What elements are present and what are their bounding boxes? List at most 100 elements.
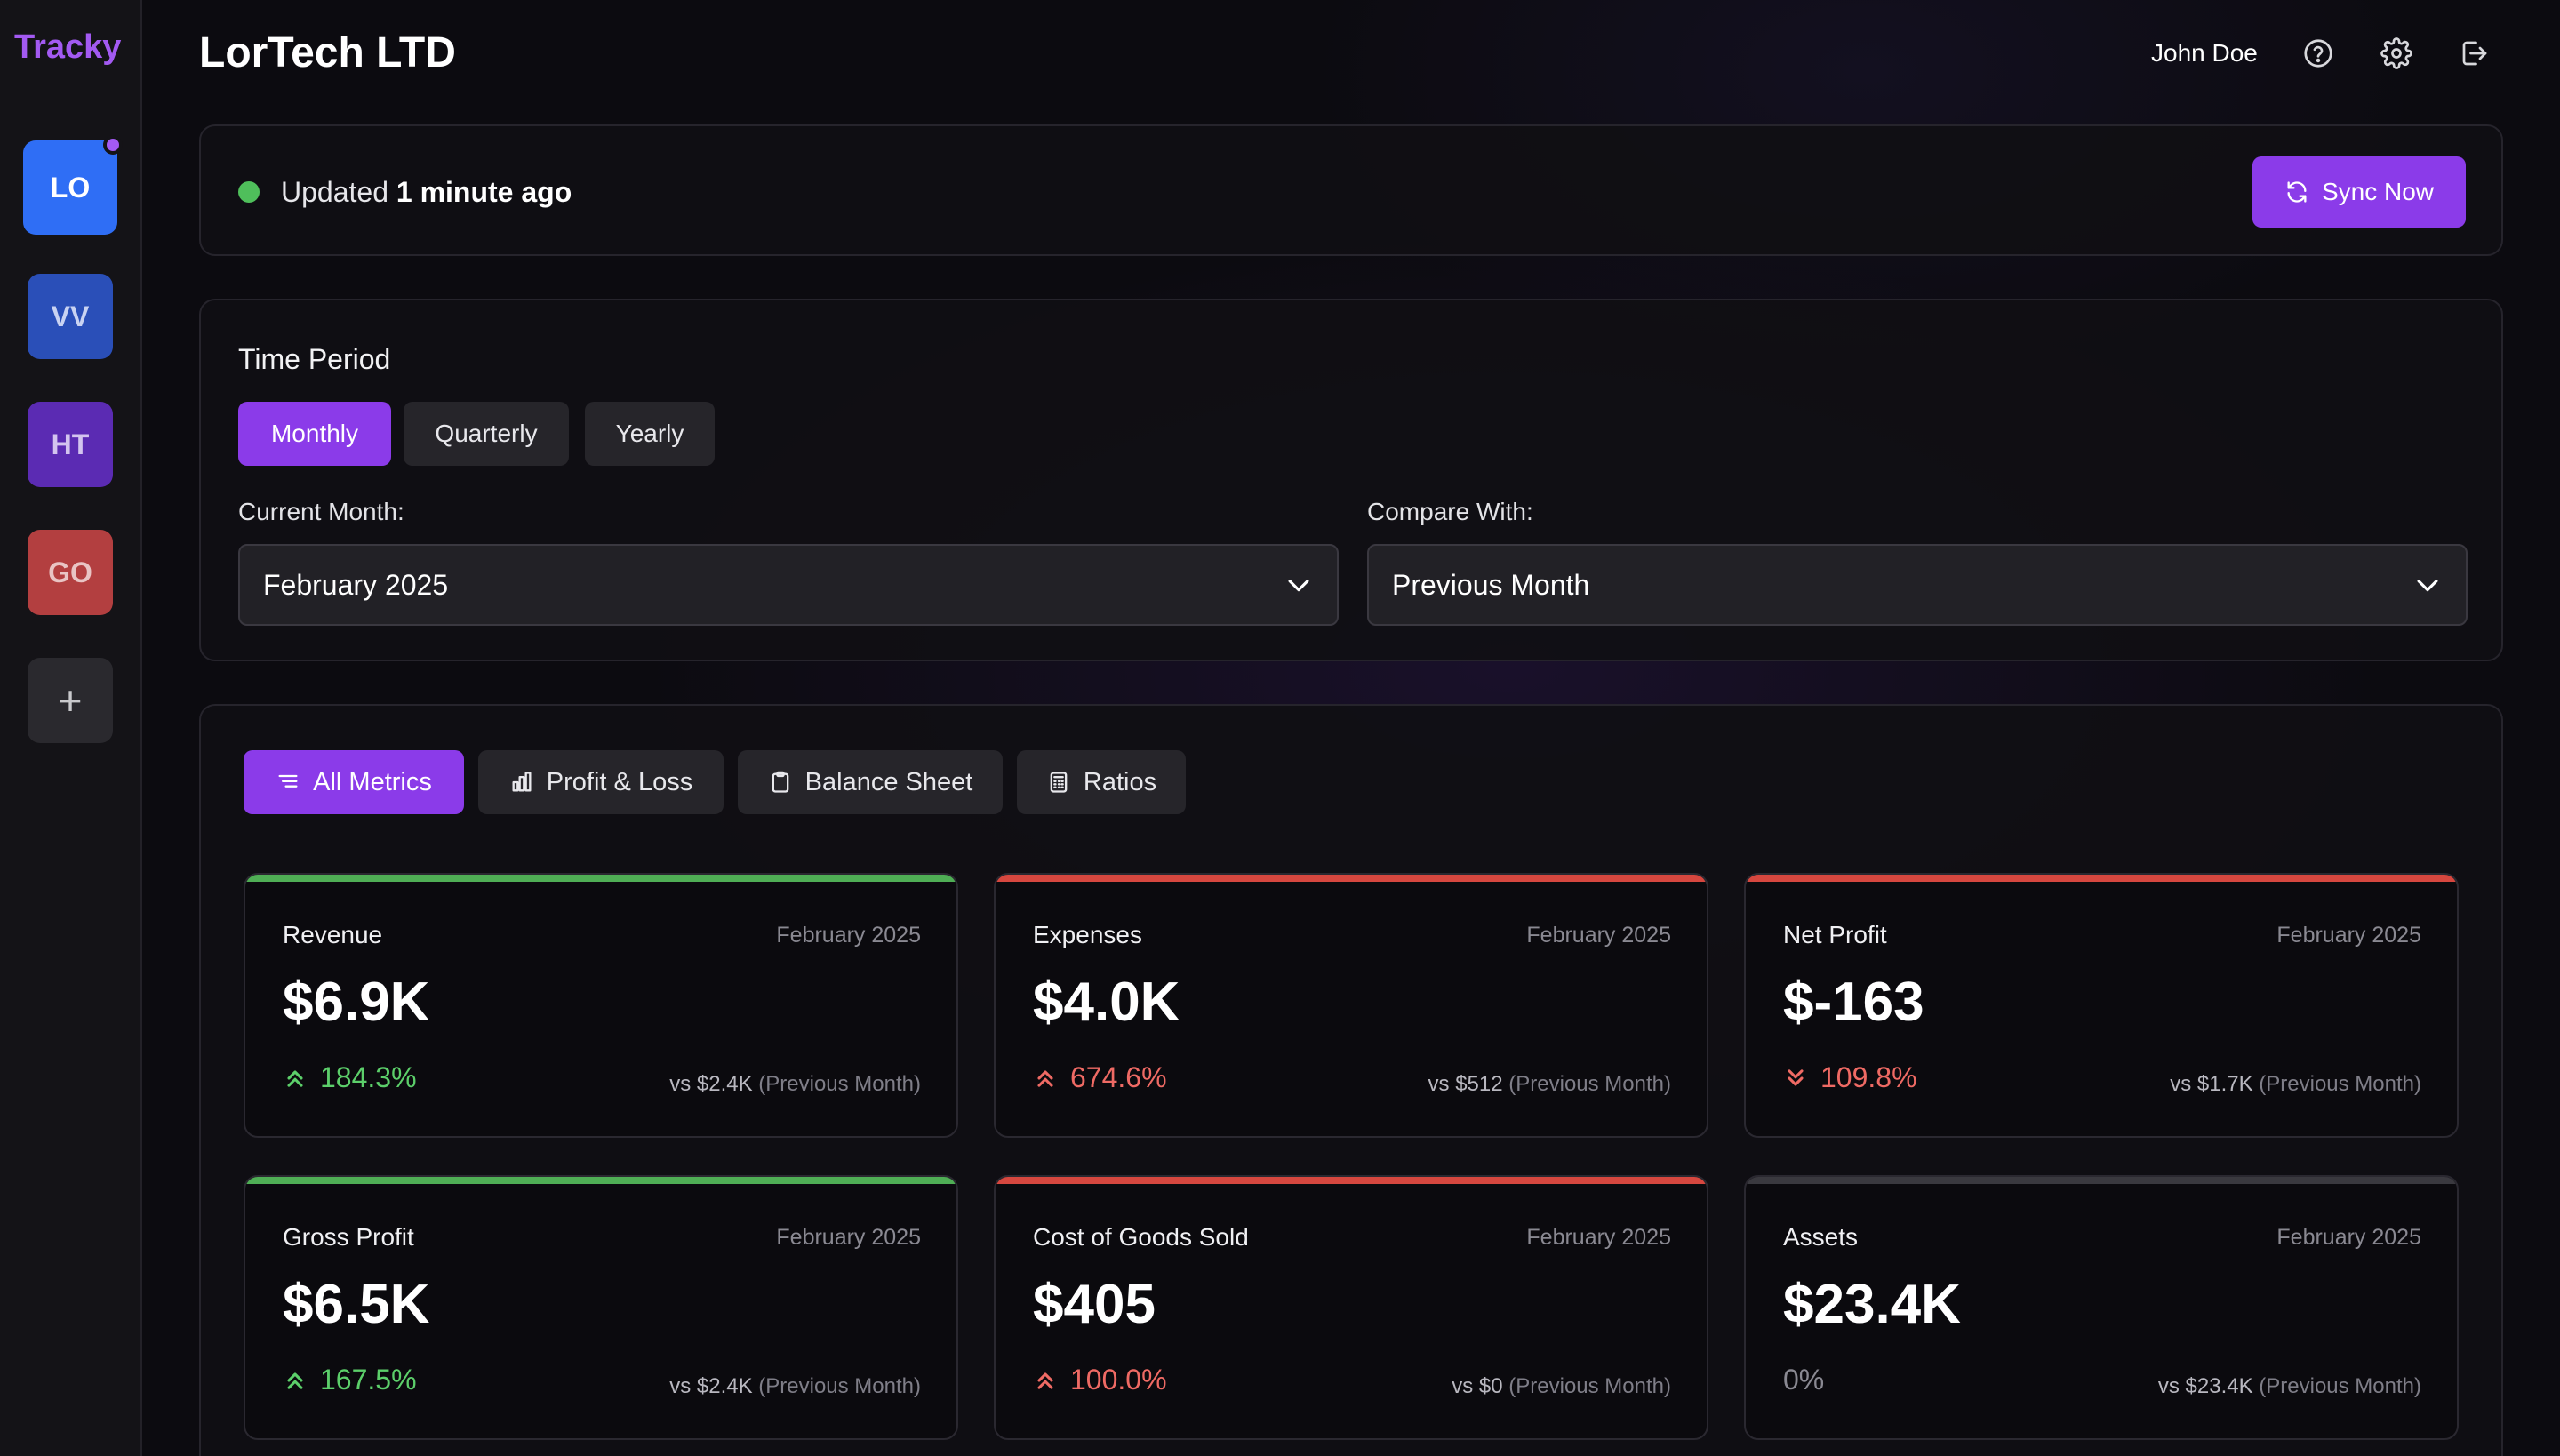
card-vs-note: (Previous Month) xyxy=(758,1374,921,1398)
card-change: 674.6% xyxy=(1033,1061,1167,1094)
workspace-initials: LO xyxy=(50,171,91,204)
card-value: $6.9K xyxy=(283,972,430,1033)
workspace-vv[interactable]: VV xyxy=(28,274,113,359)
workspace-ht[interactable]: HT xyxy=(28,402,113,487)
tab-balance-sheet[interactable]: Balance Sheet xyxy=(738,750,1003,814)
card-title: Net Profit xyxy=(1783,921,1887,948)
card-change: 167.5% xyxy=(283,1364,417,1396)
period-yearly[interactable]: Yearly xyxy=(585,402,715,466)
help-icon[interactable] xyxy=(2299,34,2338,73)
current-month-select[interactable]: February 2025 xyxy=(238,544,1339,626)
card-change-value: 100.0% xyxy=(1070,1364,1167,1396)
current-month-value: February 2025 xyxy=(263,568,449,601)
refresh-icon xyxy=(2287,181,2307,203)
metrics-panel: All Metrics Profit & Loss Balance Sheet … xyxy=(199,704,2503,1456)
workspace-initials: HT xyxy=(51,428,90,460)
compare-with-label: Compare With: xyxy=(1367,498,1533,525)
card-change: 0% xyxy=(1783,1364,1824,1396)
card-change: 109.8% xyxy=(1783,1061,1917,1094)
card-value: $405 xyxy=(1033,1274,1156,1335)
tab-label: Balance Sheet xyxy=(804,767,973,796)
status-text: Updated 1 minute ago xyxy=(281,176,572,209)
metric-card[interactable]: Net Profit February 2025 $-163 109.8% vs… xyxy=(1744,873,2459,1138)
status-panel: Updated 1 minute ago Sync Now xyxy=(199,124,2503,256)
workspace-lo[interactable]: LO xyxy=(23,135,123,235)
tab-all-metrics[interactable]: All Metrics xyxy=(244,750,464,814)
clipboard-icon xyxy=(772,771,789,793)
metric-card[interactable]: Cost of Goods Sold February 2025 $405 10… xyxy=(994,1175,1708,1440)
card-change: 184.3% xyxy=(283,1061,417,1094)
card-comparison: vs $23.4K (Previous Month) xyxy=(2158,1374,2421,1399)
card-comparison: vs $512 (Previous Month) xyxy=(1428,1072,1671,1097)
logout-icon[interactable] xyxy=(2455,34,2494,73)
card-change-value: 167.5% xyxy=(320,1364,417,1396)
card-value: $-163 xyxy=(1783,972,1924,1033)
card-date: February 2025 xyxy=(2276,1225,2421,1250)
card-date: February 2025 xyxy=(1526,1225,1671,1250)
card-accent-bar xyxy=(1746,1177,2457,1184)
workspace-initials: GO xyxy=(48,556,92,588)
status-prefix: Updated xyxy=(281,176,388,208)
tab-label: Profit & Loss xyxy=(546,767,693,796)
card-date: February 2025 xyxy=(2276,923,2421,948)
double-chevron-up-icon xyxy=(283,1066,308,1091)
brand-logo[interactable]: Tracky xyxy=(14,28,122,66)
current-month-label: Current Month: xyxy=(238,498,404,525)
card-vs-value: vs $2.4K xyxy=(669,1072,753,1096)
card-title: Gross Profit xyxy=(283,1223,414,1251)
double-chevron-down-icon xyxy=(1783,1066,1808,1091)
period-monthly[interactable]: Monthly xyxy=(238,402,391,466)
card-accent-bar xyxy=(996,1177,1707,1184)
card-date: February 2025 xyxy=(776,923,921,948)
add-workspace-button[interactable]: + xyxy=(28,658,113,743)
workspace-go[interactable]: GO xyxy=(28,530,113,615)
card-accent-bar xyxy=(245,1177,956,1184)
period-quarterly[interactable]: Quarterly xyxy=(404,402,569,466)
list-icon xyxy=(278,774,298,788)
card-title: Cost of Goods Sold xyxy=(1033,1223,1249,1251)
metric-card[interactable]: Expenses February 2025 $4.0K 674.6% vs $… xyxy=(994,873,1708,1138)
notification-dot xyxy=(103,135,123,155)
card-vs-value: vs $23.4K xyxy=(2157,1374,2253,1398)
bar-chart-icon xyxy=(512,772,532,792)
tab-ratios[interactable]: Ratios xyxy=(1017,750,1186,814)
status-time: 1 minute ago xyxy=(396,176,572,208)
metric-card[interactable]: Assets February 2025 $23.4K 0% vs $23.4K… xyxy=(1744,1175,2459,1440)
card-comparison: vs $0 (Previous Month) xyxy=(1452,1374,1671,1399)
tab-label: Ratios xyxy=(1083,767,1157,796)
metric-card[interactable]: Gross Profit February 2025 $6.5K 167.5% … xyxy=(244,1175,958,1440)
card-title: Revenue xyxy=(283,921,383,948)
card-comparison: vs $2.4K (Previous Month) xyxy=(669,1374,921,1399)
settings-icon[interactable] xyxy=(2377,34,2416,73)
tab-profit-loss[interactable]: Profit & Loss xyxy=(478,750,724,814)
double-chevron-up-icon xyxy=(283,1368,308,1393)
card-change-value: 0% xyxy=(1783,1364,1825,1396)
card-comparison: vs $1.7K (Previous Month) xyxy=(2170,1072,2421,1097)
card-title: Assets xyxy=(1783,1223,1859,1251)
card-change-value: 109.8% xyxy=(1820,1061,1917,1093)
workspace-initials: VV xyxy=(51,300,90,332)
card-vs-value: vs $0 xyxy=(1452,1374,1503,1398)
card-accent-bar xyxy=(245,875,956,882)
card-change-value: 184.3% xyxy=(320,1061,417,1093)
card-vs-note: (Previous Month) xyxy=(1508,1374,1671,1398)
plus-icon: + xyxy=(58,677,83,724)
card-vs-note: (Previous Month) xyxy=(758,1072,921,1096)
card-date: February 2025 xyxy=(776,1225,921,1250)
time-period-panel: Time Period Monthly Quarterly Yearly Cur… xyxy=(199,299,2503,661)
card-vs-value: vs $2.4K xyxy=(669,1374,753,1398)
card-value: $4.0K xyxy=(1033,972,1180,1033)
card-vs-value: vs $512 xyxy=(1428,1072,1503,1096)
card-change: 100.0% xyxy=(1033,1364,1167,1396)
card-vs-value: vs $1.7K xyxy=(2170,1072,2253,1096)
compare-with-value: Previous Month xyxy=(1392,568,1590,601)
chevron-down-icon xyxy=(1288,580,1309,592)
tab-label: All Metrics xyxy=(313,767,432,796)
metric-card[interactable]: Revenue February 2025 $6.9K 184.3% vs $2… xyxy=(244,873,958,1138)
sync-now-button[interactable]: Sync Now xyxy=(2252,156,2466,228)
user-name[interactable]: John Doe xyxy=(2151,39,2258,67)
compare-with-select[interactable]: Previous Month xyxy=(1367,544,2468,626)
card-vs-note: (Previous Month) xyxy=(2259,1374,2421,1398)
status-indicator xyxy=(238,181,260,203)
card-accent-bar xyxy=(1746,875,2457,882)
